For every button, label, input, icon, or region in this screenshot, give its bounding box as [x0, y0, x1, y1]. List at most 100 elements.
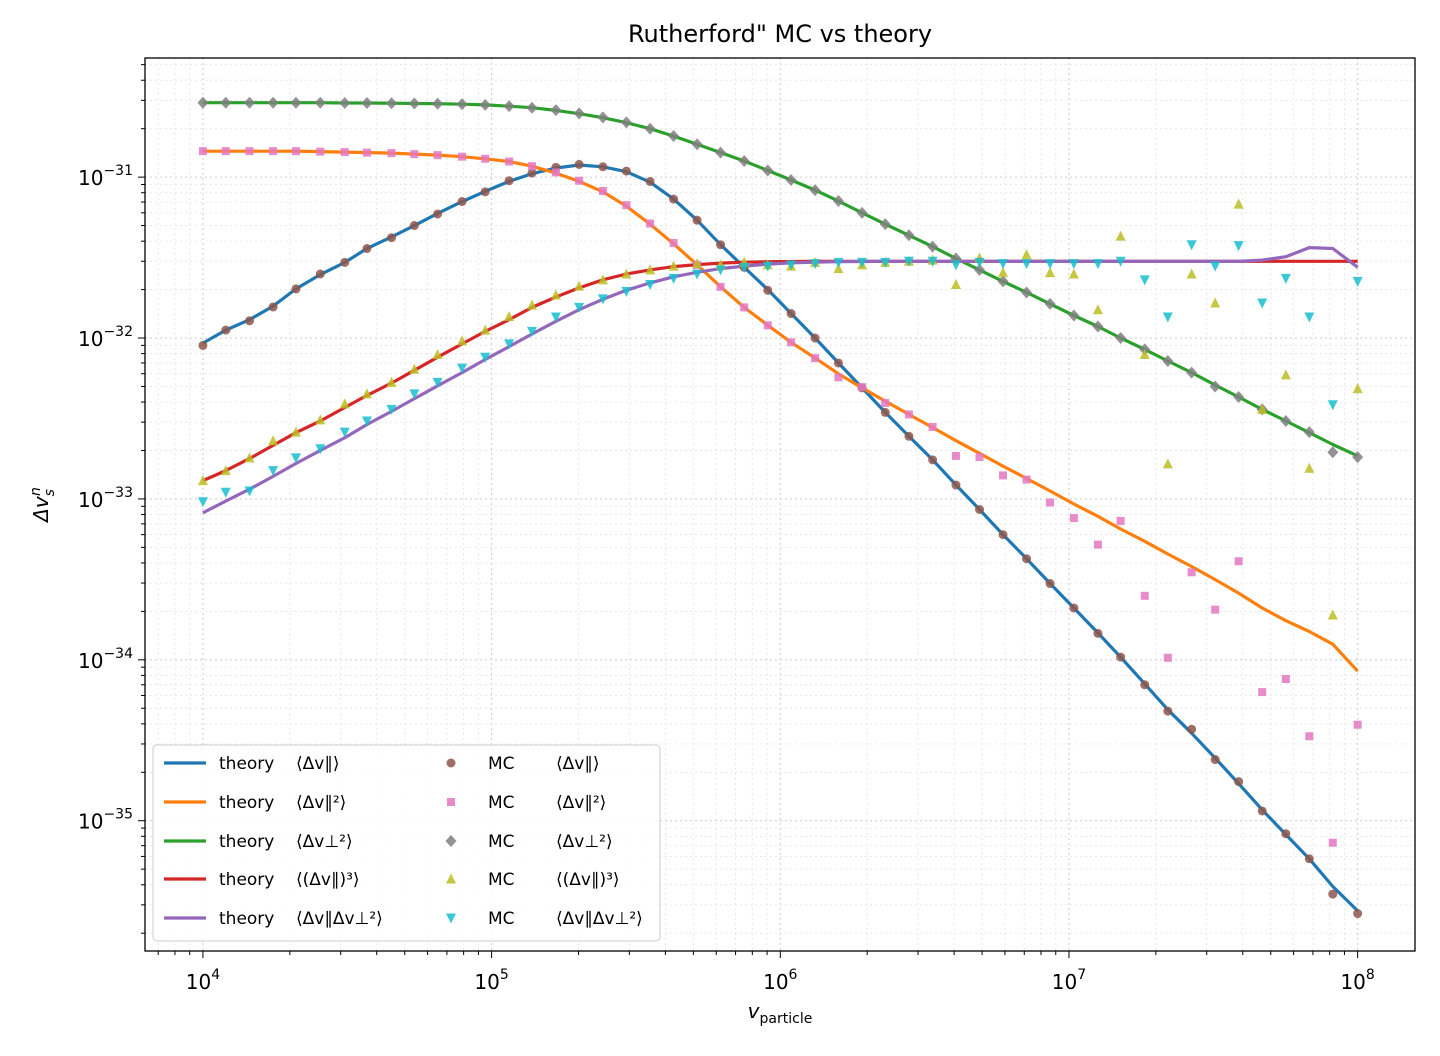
mc-data-point: [1304, 312, 1315, 323]
mc-data-point: [1233, 241, 1244, 252]
mc-data-point: [315, 414, 326, 425]
mc-data-point: [340, 148, 349, 157]
mc-data-point: [432, 377, 443, 388]
x-tick-label: 108: [1340, 967, 1374, 994]
x-tick-base: 10: [474, 970, 499, 994]
mc-data-point: [810, 333, 820, 343]
y-tick-base: 10: [78, 649, 103, 673]
y-tick-base: 10: [78, 327, 103, 351]
mc-data-point: [457, 363, 468, 374]
y-tick-exponent: −35: [103, 807, 133, 823]
y-axis-label-main: Δv: [29, 495, 53, 524]
mc-data-point: [361, 388, 372, 399]
legend-label: ⟨Δv⊥²⟩: [296, 832, 353, 852]
mc-data-point: [1186, 366, 1198, 379]
legend: theory ⟨Δv∥⟩ theory ⟨Δv∥²⟩ theory ⟨Δv⊥²⟩ theor…: [152, 744, 661, 942]
mc-data-point: [575, 176, 584, 185]
mc-data-point: [481, 154, 490, 163]
mc-series-1: [198, 159, 1363, 919]
x-tick-exponent: 8: [1366, 967, 1375, 983]
mc-data-point: [668, 130, 680, 143]
legend-label: ⟨Δv∥⟩: [296, 754, 339, 774]
legend-marker-swatch: [445, 835, 457, 847]
mc-data-point: [1280, 415, 1292, 428]
mc-data-point: [1045, 579, 1055, 589]
mc-data-point: [1210, 261, 1221, 272]
plot-area: [197, 96, 1364, 919]
y-tick-label: 10−32: [78, 324, 133, 351]
mc-data-point: [290, 453, 301, 464]
mc-data-point: [1045, 267, 1056, 278]
mc-data-point: [597, 274, 608, 285]
legend-box: [152, 744, 661, 942]
mc-data-point: [810, 259, 821, 270]
mc-data-point: [361, 96, 373, 109]
mc-data-point: [669, 194, 679, 204]
mc-data-point: [786, 309, 796, 319]
mc-data-point: [1304, 462, 1315, 473]
mc-data-point: [385, 97, 397, 110]
mc-data-point: [1163, 706, 1173, 716]
mc-data-point: [597, 111, 609, 124]
mc-data-point: [362, 148, 371, 157]
mc-data-point: [833, 263, 844, 274]
mc-data-point: [574, 159, 584, 169]
x-tick-base: 10: [1052, 970, 1077, 994]
mc-data-point: [386, 404, 397, 415]
mc-data-point: [716, 240, 726, 250]
mc-data-point: [409, 221, 419, 231]
mc-data-point: [197, 475, 208, 486]
mc-series-3: [197, 96, 1364, 464]
mc-data-point: [526, 299, 537, 310]
mc-data-point: [197, 96, 209, 109]
x-axis-label-main: v: [748, 999, 761, 1023]
mc-data-point: [290, 96, 302, 109]
mc-data-point: [221, 147, 230, 156]
mc-data-point: [762, 261, 773, 272]
mc-data-point: [433, 209, 443, 219]
mc-data-point: [997, 275, 1009, 288]
mc-data-point: [1304, 854, 1314, 864]
grid: [145, 58, 1415, 951]
mc-data-point: [245, 147, 254, 156]
legend-label: ⟨Δv∥²⟩: [296, 793, 346, 813]
legend-label: ⟨Δv∥Δv⊥²⟩: [296, 909, 383, 929]
mc-data-point: [1281, 675, 1290, 684]
mc-data-point: [1280, 369, 1291, 380]
mc-data-point: [479, 98, 491, 111]
mc-data-point: [880, 257, 891, 268]
legend-label-word: theory: [219, 909, 274, 929]
mc-data-point: [1116, 516, 1125, 525]
mc-data-point: [1140, 680, 1150, 690]
mc-data-point: [597, 294, 608, 305]
mc-series-5: [197, 240, 1363, 508]
mc-data-point: [1092, 259, 1103, 270]
x-tick-exponent: 4: [211, 967, 220, 983]
mc-data-point: [646, 219, 655, 228]
mc-data-point: [409, 389, 420, 400]
y-tick-label: 10−31: [78, 163, 133, 190]
mc-data-point: [786, 260, 797, 271]
mc-data-point: [1327, 400, 1338, 411]
mc-data-point: [527, 162, 536, 171]
mc-data-point: [291, 284, 301, 294]
legend-label-word: theory: [219, 870, 274, 890]
mc-data-point: [504, 339, 515, 350]
mc-data-point: [409, 363, 420, 374]
mc-data-point: [738, 154, 750, 167]
mc-data-point: [998, 267, 1009, 278]
mc-data-point: [1115, 256, 1126, 267]
mc-data-point: [1187, 724, 1197, 734]
mc-data-point: [857, 257, 868, 268]
legend-label: ⟨(Δv∥)³⟩: [556, 870, 620, 890]
mc-data-point: [361, 416, 372, 427]
mc-data-point: [316, 147, 325, 156]
mc-data-point: [339, 96, 351, 109]
mc-data-point: [410, 150, 419, 159]
mc-data-point: [526, 326, 537, 337]
mc-data-point: [1257, 806, 1267, 816]
mc-data-point: [1352, 276, 1363, 287]
mc-data-point: [480, 324, 491, 335]
y-tick-base: 10: [78, 166, 103, 190]
mc-data-point: [834, 373, 843, 382]
